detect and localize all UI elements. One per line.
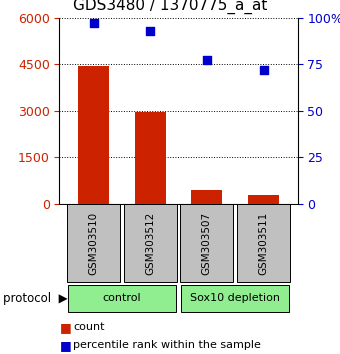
Text: ■: ■: [59, 321, 71, 334]
Point: [261, 67, 266, 73]
Text: ■: ■: [59, 339, 71, 352]
Bar: [135, 112, 166, 204]
FancyBboxPatch shape: [180, 204, 234, 282]
Point: [91, 21, 96, 26]
Text: GSM303507: GSM303507: [202, 212, 212, 275]
Text: GDS3480 / 1370775_a_at: GDS3480 / 1370775_a_at: [73, 0, 267, 14]
Text: Sox10 depletion: Sox10 depletion: [190, 293, 280, 303]
FancyBboxPatch shape: [67, 204, 120, 282]
Bar: [248, 195, 279, 204]
FancyBboxPatch shape: [181, 285, 289, 312]
Text: GSM303510: GSM303510: [88, 212, 99, 275]
Point: [204, 58, 209, 63]
Text: GSM303511: GSM303511: [258, 212, 269, 275]
Text: percentile rank within the sample: percentile rank within the sample: [73, 340, 261, 350]
FancyBboxPatch shape: [237, 204, 290, 282]
FancyBboxPatch shape: [123, 204, 177, 282]
Text: count: count: [73, 322, 105, 332]
Text: control: control: [103, 293, 141, 303]
Bar: [78, 66, 109, 204]
Text: protocol  ▶: protocol ▶: [3, 292, 68, 305]
Point: [148, 28, 153, 34]
Bar: [191, 190, 222, 204]
Text: GSM303512: GSM303512: [145, 212, 155, 275]
FancyBboxPatch shape: [68, 285, 176, 312]
